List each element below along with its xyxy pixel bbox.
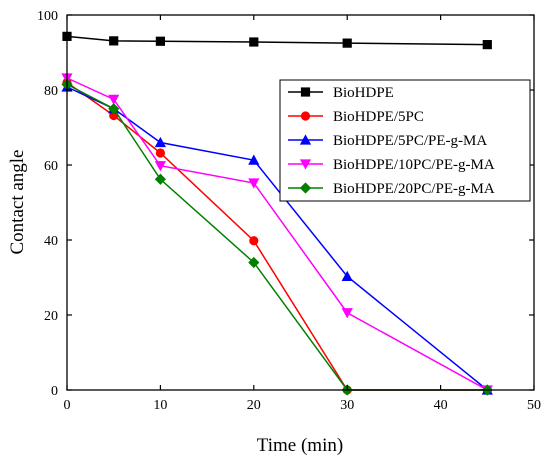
data-point [341,308,353,319]
legend-label: BioHDPE/5PC/PE-g-MA [333,133,487,149]
legend-label: BioHDPE [333,85,394,101]
data-point [341,270,353,281]
data-point [109,36,119,46]
data-point [154,161,166,172]
legend-marker [299,182,312,194]
y-tick-label: 0 [51,384,58,399]
plot-frame [66,14,535,391]
data-point [248,256,260,269]
y-tick-label: 40 [44,234,58,249]
legend-marker [299,134,312,145]
x-axis-title: Time (min) [257,435,343,456]
data-point [249,37,259,47]
ticks-layer: 0 10 20 30 40 50 0 20 40 60 80 100 [37,9,541,413]
data-point [155,36,165,46]
data-point [154,173,166,185]
data-point [248,178,260,189]
legend: BioHDPE BioHDPE/5PC BioHDPE/5PC/PE-g-MA Bio… [279,79,531,202]
x-tick-label: 40 [434,398,448,413]
x-tick-label: 20 [247,398,261,413]
series-line [66,35,488,46]
data-point [108,94,120,105]
y-axis-title: Contact angle [7,150,28,255]
y-tick-label: 100 [37,9,58,24]
legend-marker [300,87,311,97]
legend-label: BioHDPE/10PC/PE-g-MA [333,157,495,173]
y-tick-label: 20 [44,309,58,324]
data-point [108,103,120,115]
y-tick-label: 80 [44,84,58,99]
x-tick-label: 50 [527,398,541,413]
legend-label: BioHDPE/5PC [333,109,424,125]
x-tick-label: 30 [340,398,354,413]
data-point [249,236,259,246]
legend-label: BioHDPE/20PC/PE-g-MA [333,181,495,197]
x-tick-label: 0 [64,398,71,413]
x-tick-label: 10 [153,398,167,413]
data-point [342,38,352,48]
data-point [248,154,260,165]
data-point [154,136,166,148]
legend-marker [300,111,311,121]
data-point [155,148,165,158]
series-line [66,77,488,391]
legend-marker [299,159,312,170]
y-tick-label: 60 [44,159,58,174]
data-point [482,40,492,50]
